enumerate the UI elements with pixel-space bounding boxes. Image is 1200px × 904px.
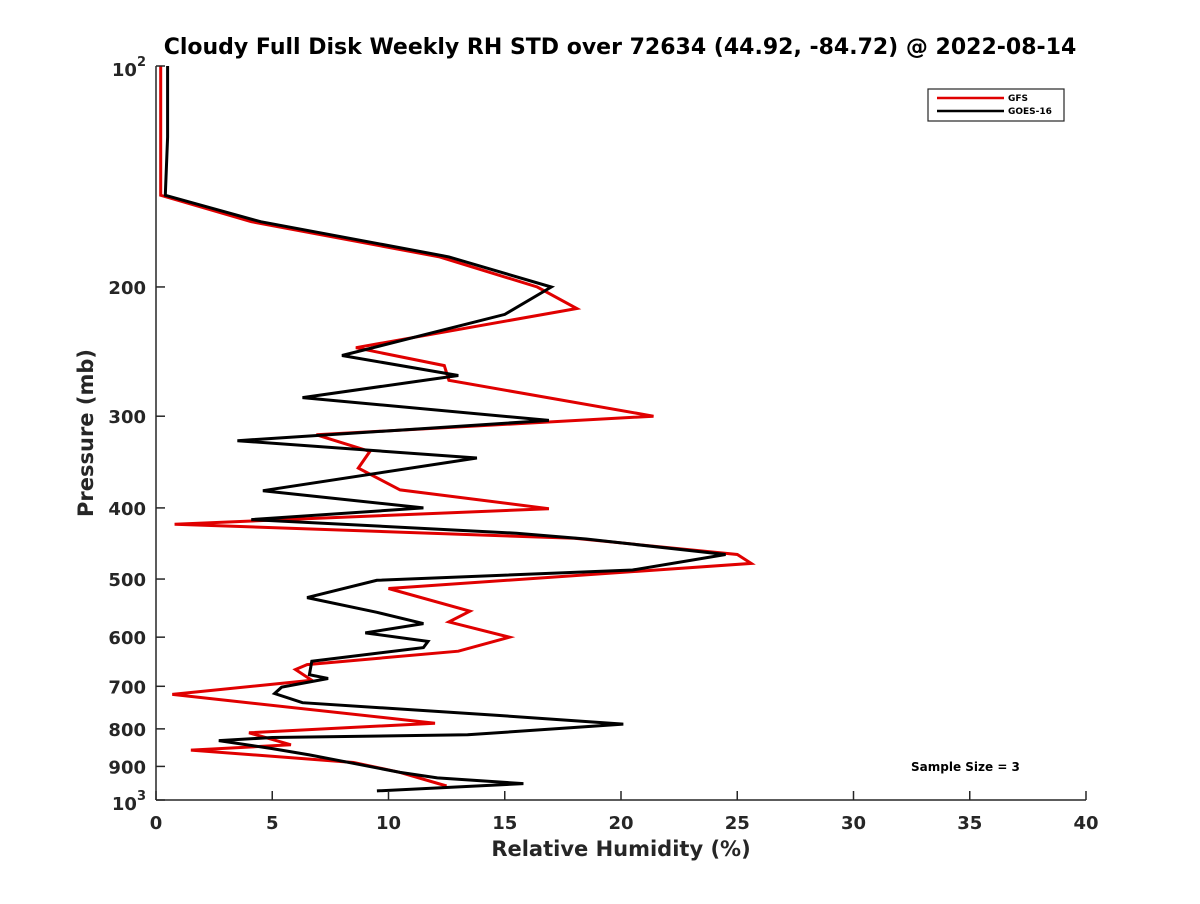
y-tick-label: 400 — [108, 499, 146, 520]
sample-size-note: Sample Size = 3 — [911, 760, 1020, 774]
series-line-goes16 — [163, 66, 726, 793]
y-tick-label: 900 — [108, 757, 146, 778]
x-tick-label: 15 — [492, 813, 517, 834]
y-tick-label: 600 — [108, 628, 146, 649]
y-tick-label: 300 — [108, 407, 146, 428]
legend: GFS GOES-16 — [927, 88, 1065, 122]
y-tick-label: 700 — [108, 677, 146, 698]
x-tick-label: 0 — [150, 813, 163, 834]
legend-label-goes16: GOES-16 — [1008, 107, 1052, 117]
y-ticks: 102 200 300 400 500 600 700 800 900 103 — [108, 55, 165, 815]
x-tick-label: 35 — [957, 813, 982, 834]
y-tick-label: 500 — [108, 570, 146, 591]
x-ticks: 0 5 10 15 20 25 30 35 40 — [150, 791, 1099, 834]
x-tick-label: 40 — [1073, 813, 1098, 834]
x-tick-label: 5 — [266, 813, 279, 834]
legend-box — [927, 88, 1065, 122]
x-tick-label: 20 — [608, 813, 633, 834]
y-tick-label: 800 — [108, 720, 146, 741]
x-axis-label: Relative Humidity (%) — [491, 837, 750, 861]
chart-title: Cloudy Full Disk Weekly RH STD over 7263… — [164, 35, 1077, 60]
x-tick-label: 10 — [376, 813, 401, 834]
x-tick-label: 30 — [841, 813, 866, 834]
x-tick-label: 25 — [725, 813, 750, 834]
y-axis-label: Pressure (mb) — [74, 349, 98, 517]
series-lines — [159, 66, 756, 793]
y-tick-label: 102 — [112, 55, 146, 81]
y-tick-label: 103 — [112, 789, 146, 815]
y-tick-label: 200 — [108, 278, 146, 299]
legend-label-gfs: GFS — [1008, 94, 1028, 104]
